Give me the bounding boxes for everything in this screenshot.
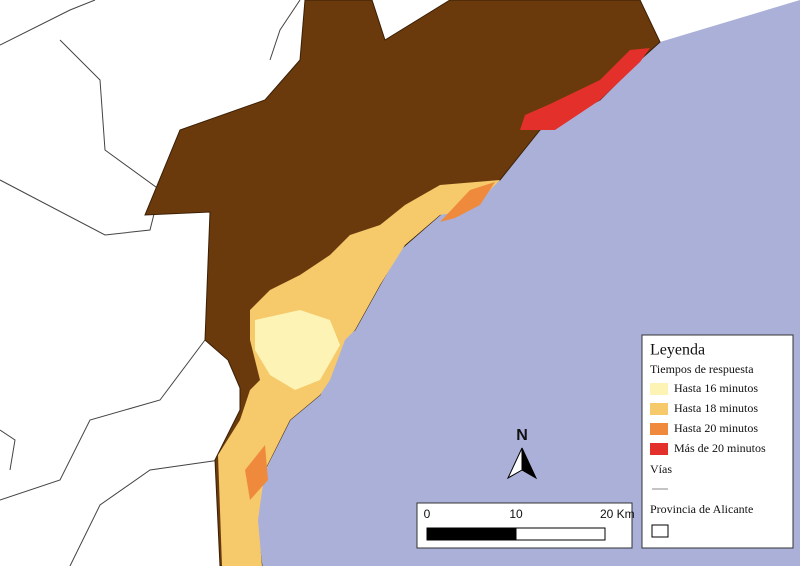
legend-swatch (650, 423, 668, 435)
legend-swatch (650, 403, 668, 415)
legend-title: Leyenda (650, 342, 705, 359)
legend-label: Hasta 20 minutos (674, 421, 758, 435)
urban-areas (218, 48, 650, 566)
scale-label: 10 (509, 507, 523, 521)
legend-swatch (650, 383, 668, 395)
legend-roads: Vías (650, 462, 672, 476)
legend-province: Provincia de Alicante (650, 502, 753, 516)
legend-label: Hasta 18 minutos (674, 401, 758, 415)
legend: Leyenda Tiempos de respuesta Vías Provin… (641, 334, 794, 549)
legend-swatch (650, 443, 668, 455)
scale-label: 20 Km (600, 507, 635, 521)
north-label: N (516, 427, 528, 444)
legend-label: Hasta 16 minutos (674, 381, 758, 395)
scale-bar: 0 10 20 Km (416, 502, 635, 549)
province-symbol (651, 524, 669, 538)
legend-label: Más de 20 minutos (674, 441, 766, 455)
legend-subtitle: Tiempos de respuesta (650, 362, 754, 376)
scale-label: 0 (424, 507, 431, 521)
north-arrow: N (506, 427, 538, 480)
